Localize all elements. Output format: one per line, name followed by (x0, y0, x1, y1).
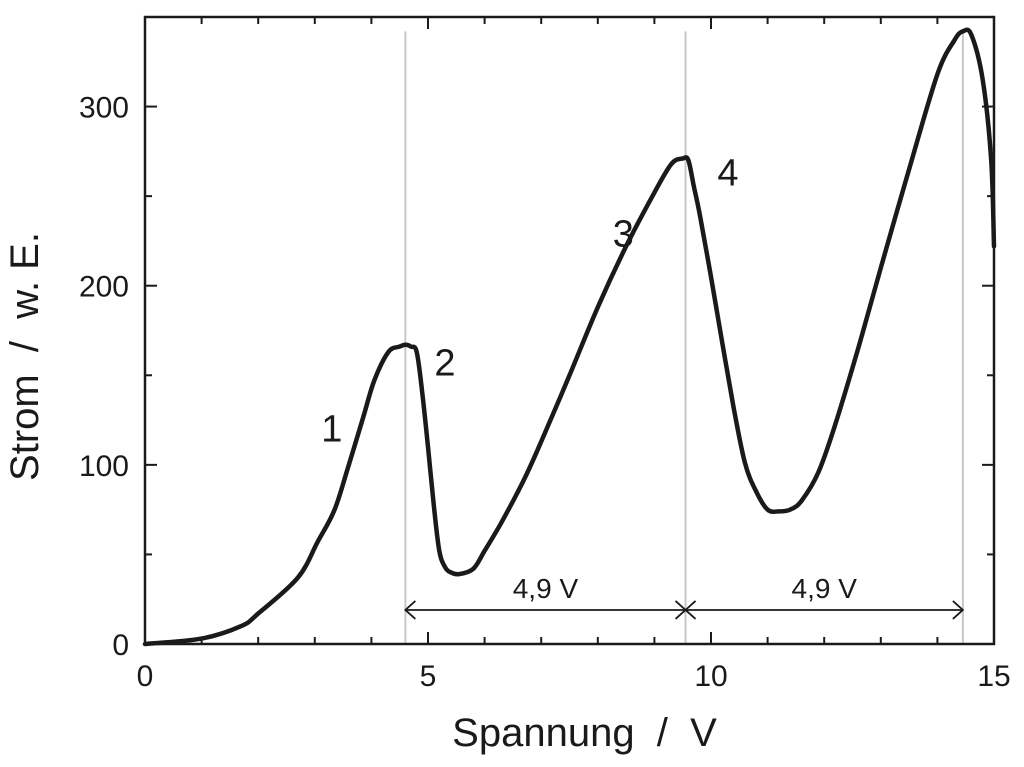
y-tick-label: 0 (112, 629, 129, 662)
x-tick-label: 5 (420, 660, 437, 693)
x-axis-title: Spannung / V (452, 711, 717, 755)
peak-reference-lines (404, 31, 964, 644)
peak-label-2: 2 (434, 342, 455, 384)
spacing-arrowhead-left (684, 600, 697, 620)
axis-ticks: 0 5 10 15 0 100 200 300 (79, 16, 1011, 693)
y-tick-label: 300 (79, 92, 129, 125)
spacing-label: 4,9 V (513, 573, 579, 604)
x-tick-label: 0 (137, 660, 154, 693)
peak-label-4: 4 (717, 152, 738, 194)
spacing-arrowhead-right (952, 600, 965, 620)
y-tick-label: 200 (79, 271, 129, 304)
y-tick-label: 100 (79, 450, 129, 483)
x-tick-label: 10 (694, 660, 727, 693)
spacing-label: 4,9 V (792, 573, 858, 604)
spacing-arrowhead-left (404, 600, 416, 620)
peak-label-1: 1 (321, 409, 342, 451)
y-axis-title: Strom / w. E. (3, 232, 47, 481)
peak-label-3: 3 (613, 213, 634, 255)
current-curve (142, 27, 997, 647)
plot-frame (143, 15, 996, 646)
spacing-annotations: 4,9 V 4,9 V (404, 573, 965, 620)
x-tick-label: 15 (977, 660, 1010, 693)
peak-labels: 1 2 3 4 (321, 152, 738, 450)
